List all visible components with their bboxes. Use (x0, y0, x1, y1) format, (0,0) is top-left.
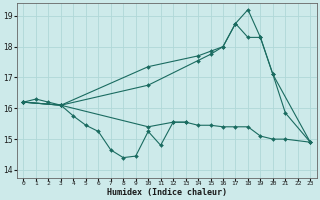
X-axis label: Humidex (Indice chaleur): Humidex (Indice chaleur) (107, 188, 227, 197)
